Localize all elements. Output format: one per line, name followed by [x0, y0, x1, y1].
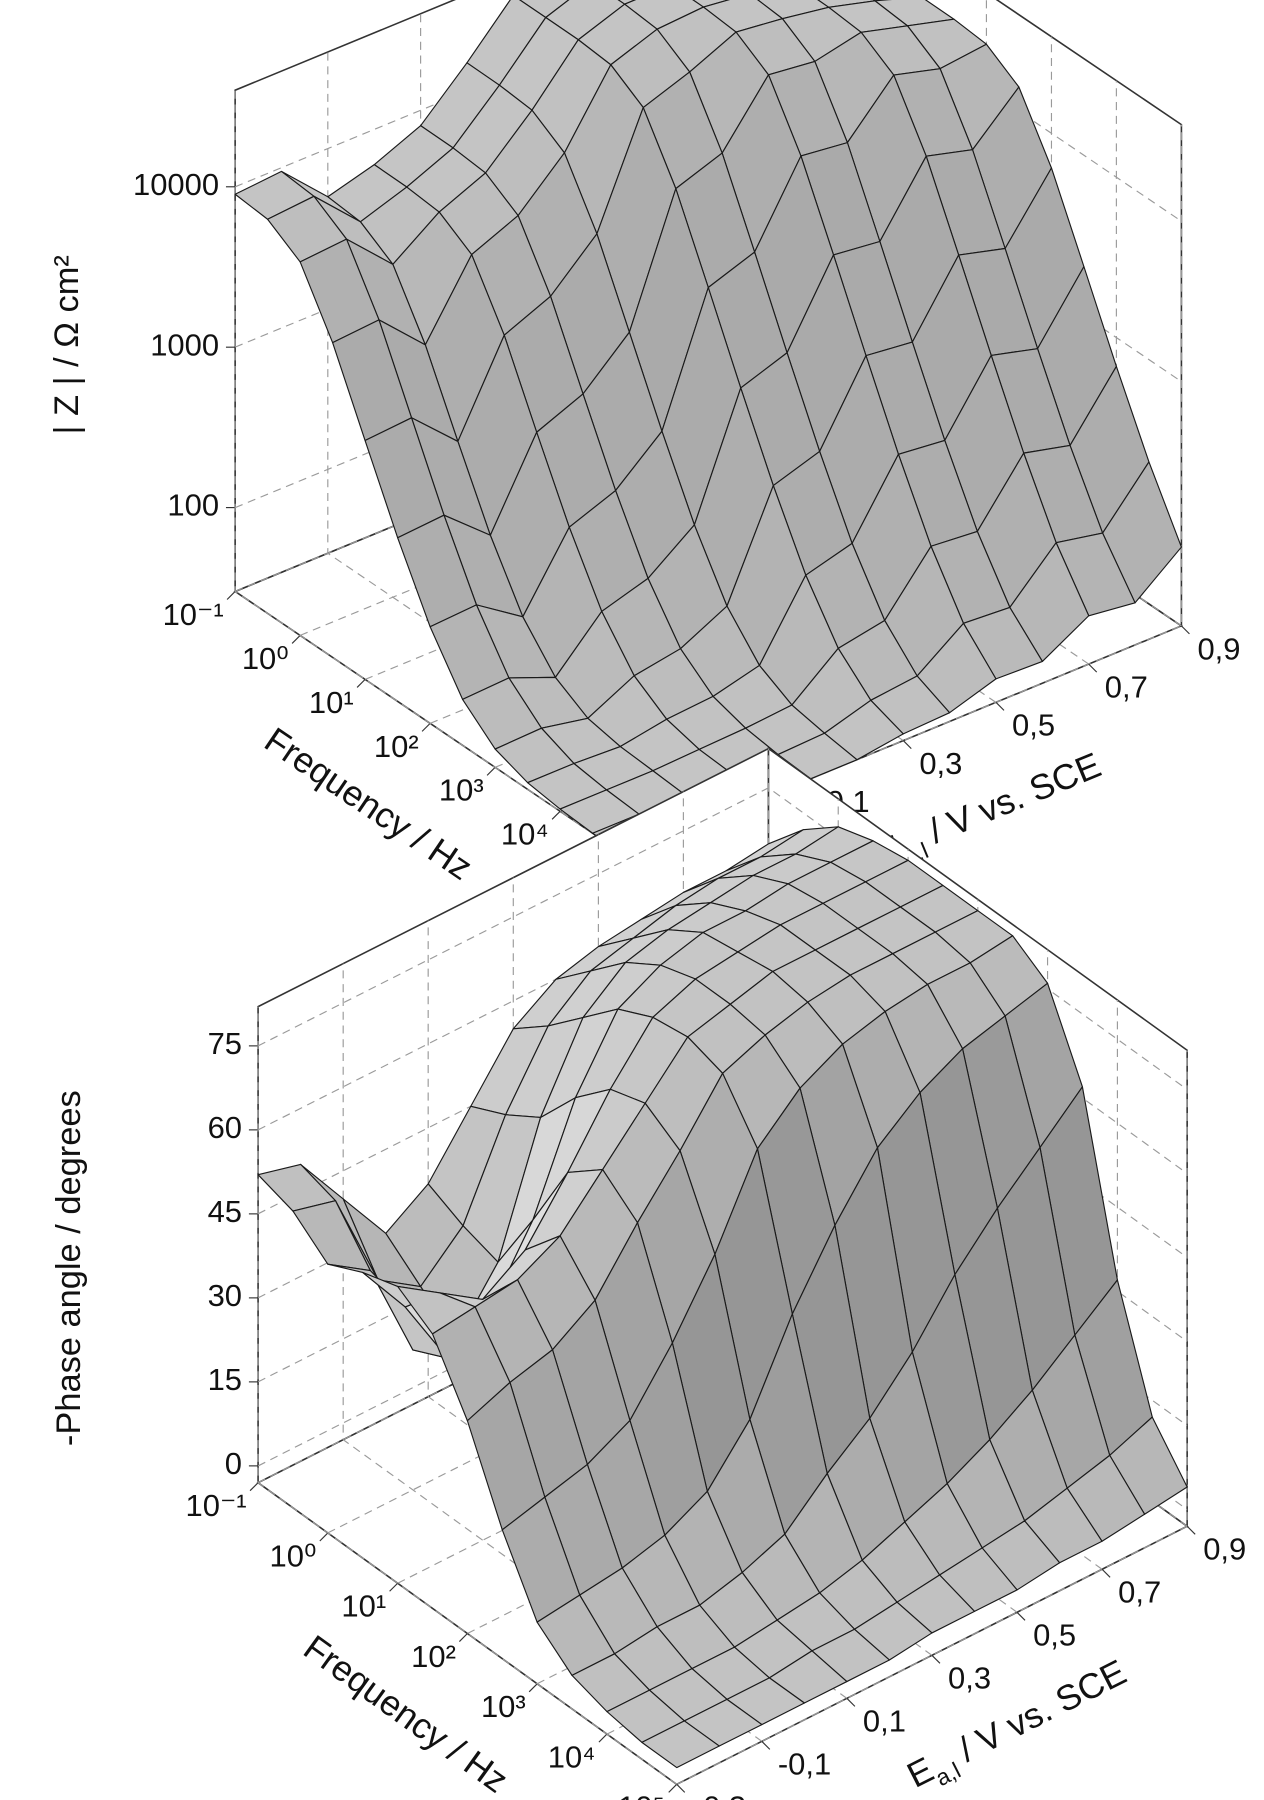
z-tick-label: 60 — [208, 1110, 242, 1145]
tick-mark — [291, 635, 301, 644]
tick-mark — [676, 1783, 686, 1793]
tick-mark — [1088, 663, 1098, 673]
tick-mark — [1186, 1525, 1196, 1535]
surface-cell — [641, 1720, 720, 1769]
y-tick-label: 0,7 — [1118, 1575, 1161, 1610]
y-tick-label: -0,1 — [778, 1747, 831, 1782]
tick-mark — [421, 722, 431, 732]
tick-mark — [389, 1582, 399, 1592]
x-tick-label: 10⁻¹ — [163, 597, 224, 632]
x-tick-label: 10² — [411, 1639, 456, 1674]
y-tick-label: 0,9 — [1197, 631, 1240, 666]
tick-mark — [1101, 1568, 1111, 1578]
tick-mark — [486, 766, 496, 776]
y-tick-label: -0,3 — [693, 1790, 746, 1800]
y-tick-label: 0,5 — [1033, 1618, 1076, 1653]
tick-mark — [226, 591, 236, 600]
grid-line — [257, 1006, 678, 1785]
z-tick-label: 45 — [208, 1194, 242, 1229]
y-tick-label: 0,5 — [1012, 708, 1055, 743]
tick-mark — [1181, 625, 1190, 635]
tick-mark — [319, 1532, 329, 1542]
x-tick-label: 10⁰ — [242, 641, 289, 676]
x-tick-label: 10⁴ — [501, 817, 549, 852]
z-tick-label: 1000 — [150, 327, 219, 362]
z-tick-label: 0 — [225, 1446, 242, 1481]
z-axis-title: -Phase angle / degrees — [50, 1090, 88, 1446]
tick-mark — [761, 1740, 771, 1750]
tick-mark — [458, 1633, 468, 1642]
grid-line — [234, 90, 626, 856]
tick-mark — [668, 1783, 678, 1793]
surface-chart: 0 15 30 45 60 75 10⁻¹ 10⁰ 10¹ 10² 10³ 10⁴ 10⁵ -0,3 -0,… — [50, 747, 1246, 1800]
y-tick-label: 0,3 — [948, 1661, 991, 1696]
x-tick-label: 10² — [374, 729, 419, 764]
x-tick-label: 10¹ — [309, 685, 354, 720]
surface-cell — [617, 0, 637, 5]
z-tick-label: 30 — [208, 1278, 242, 1313]
y-axis-title: Ea,l / V vs. SCE — [901, 1652, 1136, 1800]
y-tick-label: 0,7 — [1105, 670, 1148, 705]
x-tick-label: 10⁵ — [618, 1790, 665, 1800]
y-tick-label: 0,9 — [1203, 1532, 1246, 1567]
tick-mark — [598, 1733, 608, 1743]
tick-mark — [528, 1683, 538, 1693]
surface-chart: 10010001000010⁻¹10⁰10¹10²10³10⁴10⁵-0,3-0… — [48, 0, 1241, 896]
tick-mark — [1016, 1611, 1026, 1621]
x-tick-label: 10⁰ — [270, 1538, 317, 1573]
x-tick-label: 10⁴ — [548, 1739, 596, 1774]
tick-mark — [995, 701, 1005, 711]
tick-mark — [902, 740, 912, 750]
x-tick-label: 10³ — [481, 1689, 526, 1724]
z-tick-label: 10000 — [133, 167, 219, 202]
tick-mark — [846, 1697, 856, 1707]
tick-mark — [356, 678, 366, 688]
tick-mark — [249, 1482, 259, 1492]
z-tick-label: 15 — [208, 1362, 242, 1397]
y-tick-label: 0,3 — [919, 746, 962, 781]
x-tick-label: 10³ — [439, 773, 484, 808]
x-tick-label: 10⁻¹ — [186, 1488, 247, 1523]
tick-mark — [931, 1654, 941, 1664]
z-tick-label: 75 — [208, 1026, 242, 1061]
tick-mark — [551, 810, 561, 820]
z-axis-title: | Z | / Ω cm² — [48, 255, 86, 434]
x-tick-label: 10¹ — [341, 1589, 386, 1624]
y-tick-label: 0,1 — [863, 1704, 906, 1739]
z-tick-label: 100 — [167, 488, 219, 523]
